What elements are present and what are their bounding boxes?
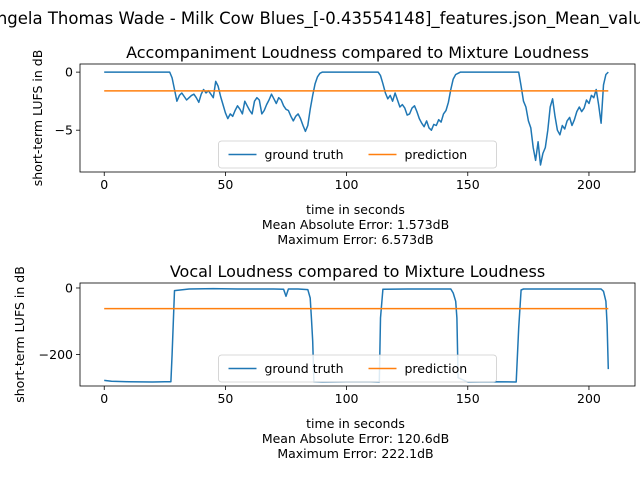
chart-title: Vocal Loudness compared to Mixture Loudn… (170, 262, 545, 281)
axes-frame (79, 63, 636, 173)
x-tick-label: 100 (335, 391, 359, 406)
y-axis-label: short-term LUFS in dB (30, 50, 45, 187)
x-tick-label: 200 (577, 391, 601, 406)
y-tick-label: −5 (55, 123, 73, 138)
figure-suptitle: ngela Thomas Wade - Milk Cow Blues_[-0.4… (0, 9, 640, 29)
maximum-error-text: Maximum Error: 222.1dB (277, 446, 433, 461)
y-tick-label: 0 (65, 280, 73, 295)
x-tick-label: 150 (456, 177, 480, 192)
x-tick-label: 200 (577, 177, 601, 192)
y-tick-label: −200 (39, 347, 73, 362)
legend-box (218, 140, 497, 169)
legend: ground truth prediction (218, 140, 497, 169)
legend-label: ground truth (265, 147, 344, 162)
legend: ground truth prediction (218, 354, 497, 383)
mean-absolute-error-text: Mean Absolute Error: 120.6dB (262, 431, 449, 446)
legend-label: ground truth (265, 361, 344, 376)
axes-frame (79, 282, 636, 387)
chart-accompaniment: Accompaniment Loudness compared to Mixtu… (30, 43, 636, 247)
x-axis-label: time in seconds (306, 416, 405, 431)
x-tick-label: 150 (456, 391, 480, 406)
x-tick-label: 50 (217, 177, 233, 192)
x-axis-label: time in seconds (306, 202, 405, 217)
x-tick-label: 0 (100, 391, 108, 406)
chart-title: Accompaniment Loudness compared to Mixtu… (126, 43, 589, 62)
legend-label: prediction (405, 361, 468, 376)
x-tick-label: 100 (335, 177, 359, 192)
legend-label: prediction (405, 147, 468, 162)
series-line-ground-truth (104, 71, 609, 166)
chart-vocal: Vocal Loudness compared to Mixture Loudn… (12, 262, 636, 461)
x-tick-label: 50 (217, 391, 233, 406)
mean-absolute-error-text: Mean Absolute Error: 1.573dB (262, 217, 449, 232)
legend-box (218, 354, 497, 383)
y-tick-label: 0 (65, 65, 73, 80)
y-axis-label: short-term LUFS in dB (12, 266, 27, 403)
x-tick-label: 0 (100, 177, 108, 192)
maximum-error-text: Maximum Error: 6.573dB (277, 232, 433, 247)
